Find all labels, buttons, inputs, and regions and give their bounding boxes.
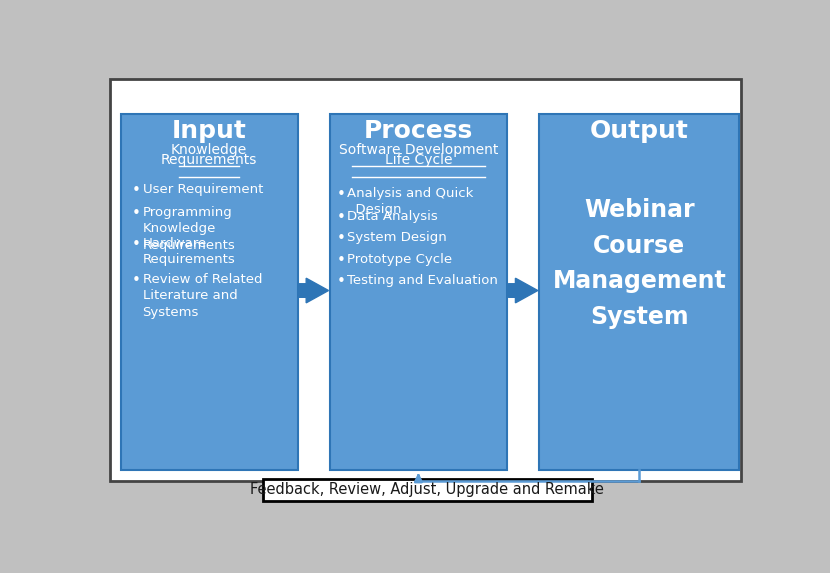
Text: Hardware
Requirements: Hardware Requirements xyxy=(143,237,235,266)
FancyBboxPatch shape xyxy=(330,114,507,470)
Text: Analysis and Quick
  Design: Analysis and Quick Design xyxy=(347,187,473,216)
Text: •: • xyxy=(336,274,345,289)
Text: Requirements: Requirements xyxy=(161,154,257,167)
Text: System Design: System Design xyxy=(347,231,447,244)
Text: Knowledge: Knowledge xyxy=(171,143,247,158)
Text: Prototype Cycle: Prototype Cycle xyxy=(347,253,452,266)
Text: Feedback, Review, Adjust, Upgrade and Remake: Feedback, Review, Adjust, Upgrade and Re… xyxy=(250,482,604,497)
Text: •: • xyxy=(336,187,345,202)
FancyBboxPatch shape xyxy=(121,114,297,470)
Text: Process: Process xyxy=(364,119,473,143)
Text: Data Analysis: Data Analysis xyxy=(347,210,438,223)
Text: Programming
Knowledge
Requirements: Programming Knowledge Requirements xyxy=(143,206,235,252)
Text: Input: Input xyxy=(172,119,247,143)
Text: •: • xyxy=(132,206,140,221)
FancyBboxPatch shape xyxy=(110,79,741,481)
Polygon shape xyxy=(299,278,329,303)
FancyBboxPatch shape xyxy=(262,479,592,501)
Polygon shape xyxy=(508,278,538,303)
Text: Software Development: Software Development xyxy=(339,143,498,158)
Text: Life Cycle: Life Cycle xyxy=(384,154,452,167)
Text: •: • xyxy=(132,183,140,198)
Text: •: • xyxy=(336,231,345,246)
Text: Output: Output xyxy=(590,119,689,143)
Text: Review of Related
Literature and
Systems: Review of Related Literature and Systems xyxy=(143,273,262,319)
Text: User Requirement: User Requirement xyxy=(143,183,263,196)
Text: Testing and Evaluation: Testing and Evaluation xyxy=(347,274,498,287)
Text: Webinar
Course
Management
System: Webinar Course Management System xyxy=(553,198,726,329)
Text: •: • xyxy=(336,253,345,268)
Text: •: • xyxy=(336,210,345,225)
Text: •: • xyxy=(132,237,140,252)
FancyBboxPatch shape xyxy=(540,114,740,470)
Text: •: • xyxy=(132,273,140,288)
